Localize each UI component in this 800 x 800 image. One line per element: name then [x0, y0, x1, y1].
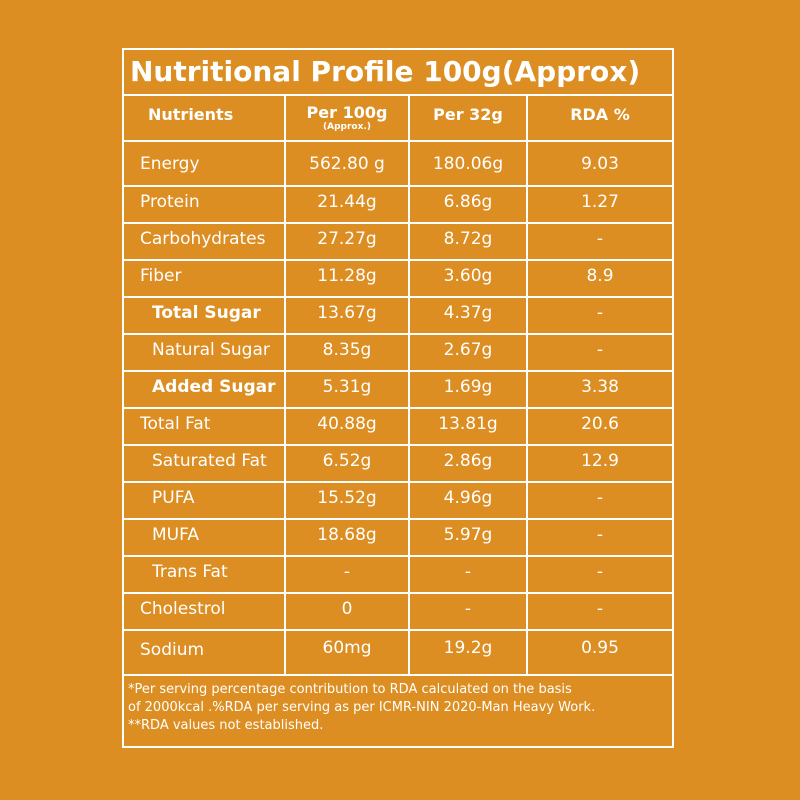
nutrient-name: Sodium: [140, 640, 205, 660]
panel-title: Nutritional Profile 100g(Approx): [124, 50, 672, 96]
per-100g-value: -: [343, 562, 351, 582]
header-nutrients: Nutrients: [148, 105, 234, 124]
nutrient-name: Cholestrol: [140, 599, 226, 619]
footnotes: *Per serving percentage contribution to …: [128, 681, 673, 735]
rda-value: -: [596, 488, 604, 508]
row-divider: [124, 140, 672, 142]
rda-value: 20.6: [581, 414, 619, 434]
per-32g-value: 180.06g: [432, 154, 504, 174]
row-divider: [124, 370, 672, 372]
rda-value: 0.95: [581, 638, 619, 658]
per-32g-value: 6.86g: [443, 192, 493, 212]
rda-value: 9.03: [581, 154, 619, 174]
per-32g-value: 2.67g: [443, 340, 493, 360]
column-divider: [408, 96, 410, 676]
header-per-100g-note: (Approx.): [323, 122, 371, 132]
per-100g-value: 60mg: [322, 638, 372, 658]
footnote-line: of 2000kcal .%RDA per serving as per ICM…: [128, 700, 596, 715]
nutrient-name: MUFA: [152, 525, 199, 545]
per-100g-value: 6.52g: [322, 451, 372, 471]
rda-value: 8.9: [586, 266, 614, 286]
per-100g-value: 27.27g: [317, 229, 377, 249]
rda-value: -: [596, 229, 604, 249]
footnote-line: *Per serving percentage contribution to …: [128, 682, 572, 697]
row-divider: [124, 629, 672, 631]
row-divider: [124, 407, 672, 409]
per-32g-value: 4.37g: [443, 303, 493, 323]
per-32g-value: -: [464, 599, 472, 619]
per-32g-value: 1.69g: [443, 377, 493, 397]
row-divider: [124, 222, 672, 224]
nutrient-name: Protein: [140, 192, 200, 212]
row-divider: [124, 185, 672, 187]
per-32g-value: 13.81g: [438, 414, 498, 434]
rda-value: -: [596, 303, 604, 323]
per-100g-value: 13.67g: [317, 303, 377, 323]
per-32g-value: 3.60g: [443, 266, 493, 286]
nutrient-name: Total Sugar: [152, 303, 261, 323]
nutrient-name: Carbohydrates: [140, 229, 266, 249]
rda-value: 12.9: [581, 451, 619, 471]
per-100g-value: 562.80 g: [309, 154, 385, 174]
per-32g-value: 19.2g: [443, 638, 493, 658]
per-100g-value: 40.88g: [317, 414, 377, 434]
nutrient-name: Energy: [140, 154, 200, 174]
row-divider: [124, 259, 672, 261]
nutrient-name: Total Fat: [140, 414, 211, 434]
row-divider: [124, 444, 672, 446]
per-100g-value: 8.35g: [322, 340, 372, 360]
row-divider: [124, 296, 672, 298]
header-rda: RDA %: [570, 105, 630, 124]
nutrition-panel: Nutritional Profile 100g(Approx) Nutrien…: [122, 48, 674, 748]
nutrient-name: Fiber: [140, 266, 182, 286]
per-32g-value: 8.72g: [443, 229, 493, 249]
per-100g-value: 5.31g: [322, 377, 372, 397]
header-per-32g: Per 32g: [433, 105, 503, 124]
row-divider: [124, 555, 672, 557]
row-divider: [124, 518, 672, 520]
nutrient-name: PUFA: [152, 488, 195, 508]
nutrient-name: Natural Sugar: [152, 340, 270, 360]
per-100g-value: 18.68g: [317, 525, 377, 545]
rda-value: -: [596, 599, 604, 619]
per-32g-value: 2.86g: [443, 451, 493, 471]
per-32g-value: 4.96g: [443, 488, 493, 508]
per-32g-value: -: [464, 562, 472, 582]
rda-value: -: [596, 340, 604, 360]
rda-value: -: [596, 562, 604, 582]
nutrient-name: Added Sugar: [152, 377, 276, 397]
per-32g-value: 5.97g: [443, 525, 493, 545]
rda-value: 3.38: [581, 377, 619, 397]
nutrient-name: Trans Fat: [152, 562, 228, 582]
header-per-100g: Per 100g: [306, 103, 388, 122]
nutrition-table: Nutrients Per 100g (Approx.) Per 32g RDA…: [124, 96, 672, 676]
row-divider: [124, 333, 672, 335]
footnote-line: **RDA values not established.: [128, 718, 324, 733]
per-100g-value: 0: [341, 599, 353, 619]
row-divider: [124, 674, 672, 676]
row-divider: [124, 481, 672, 483]
rda-value: -: [596, 525, 604, 545]
per-100g-value: 15.52g: [317, 488, 377, 508]
rda-value: 1.27: [581, 192, 619, 212]
nutrient-name: Saturated Fat: [152, 451, 267, 471]
row-divider: [124, 592, 672, 594]
column-divider: [284, 96, 286, 676]
per-100g-value: 21.44g: [317, 192, 377, 212]
column-divider: [526, 96, 528, 676]
per-100g-value: 11.28g: [317, 266, 377, 286]
